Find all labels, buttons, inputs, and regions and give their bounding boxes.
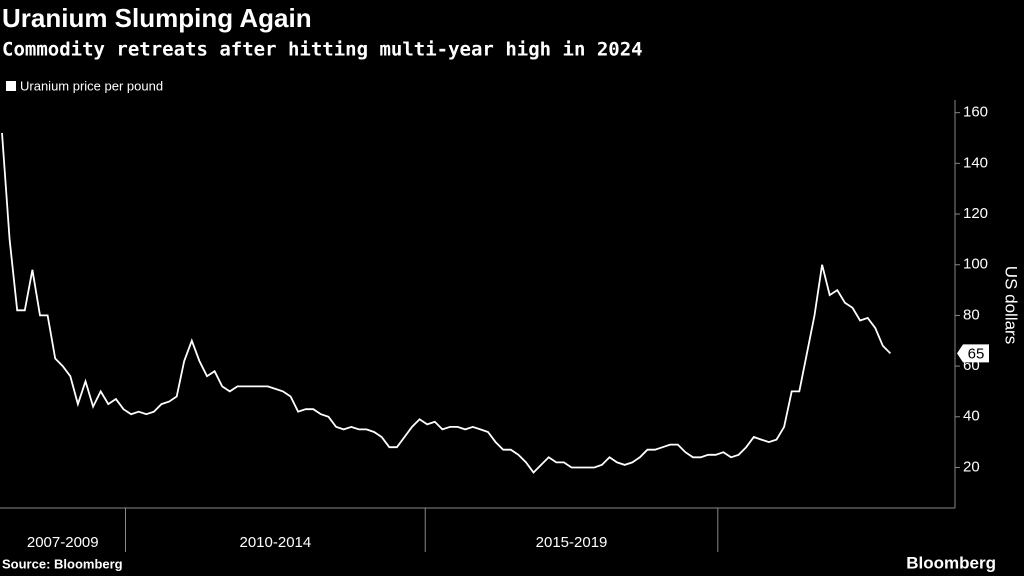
chart-title: Uranium Slumping Again [2, 3, 312, 33]
line [1, 132, 892, 474]
y-tick-label: 120 [963, 205, 988, 222]
x-tick-label: 2010-2014 [239, 534, 311, 551]
y-tick-label: 160 [963, 104, 988, 121]
last-value-label: 65 [968, 345, 985, 362]
y-tick-label: 100 [963, 256, 988, 273]
legend-label: Uranium price per pound [20, 78, 163, 93]
y-tick-label: 80 [963, 306, 980, 323]
last-value-tag [957, 344, 989, 363]
x-tick-label: 2007-2009 [27, 534, 99, 551]
legend-swatch [6, 81, 16, 91]
y-tick-label: 20 [963, 458, 980, 475]
x-tick-label: 2015-2019 [536, 534, 608, 551]
y-tick-label: 140 [963, 154, 988, 171]
y-axis-label: US dollars [1002, 266, 1021, 344]
source: Source: Bloomberg [2, 556, 123, 571]
y-tick-label: 40 [963, 408, 980, 425]
chart-subtitle: Commodity retreats after hitting multi-y… [2, 39, 643, 61]
brand: Bloomberg [906, 553, 996, 572]
